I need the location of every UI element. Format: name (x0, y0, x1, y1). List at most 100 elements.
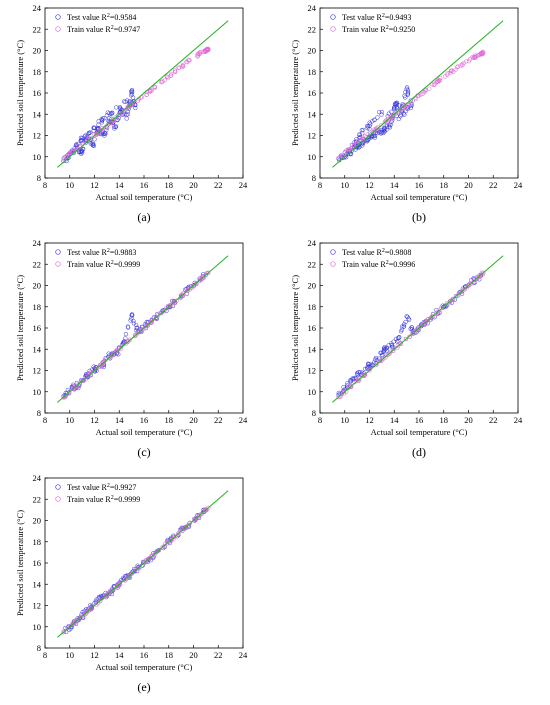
y-tick-label: 24 (308, 3, 317, 13)
train-point (389, 114, 394, 119)
test-point (367, 363, 372, 369)
chart-svg: 8 10 12 14 16 18 20 22 24 8 10 12 14 16 18 20 22 24 Actual… (15, 3, 248, 224)
train-point (481, 50, 486, 55)
train-point (133, 333, 138, 339)
y-tick-label: 20 (33, 281, 42, 291)
test-point (377, 109, 382, 115)
train-point (108, 355, 113, 360)
test-point (404, 85, 410, 90)
train-point (385, 352, 391, 357)
train-point (414, 327, 420, 332)
y-tick-label: 18 (308, 67, 317, 77)
chart-svg: 8 10 12 14 16 18 20 22 24 8 10 12 14 16 18 20 22 24 Actual… (290, 238, 523, 459)
train-point (388, 115, 393, 120)
test-point (397, 334, 402, 340)
test-point (125, 112, 130, 117)
test-point (91, 142, 96, 148)
y-tick-label: 14 (33, 344, 42, 354)
x-tick-label: 10 (341, 415, 350, 425)
train-point (161, 544, 167, 549)
test-point (128, 318, 133, 323)
x-tick-label: 16 (140, 180, 149, 190)
test-point (130, 313, 135, 318)
x-tick-label: 22 (214, 180, 223, 190)
train-point (141, 326, 147, 331)
train-point (132, 333, 138, 338)
test-point (366, 137, 371, 142)
train-point (362, 372, 368, 377)
train-point (105, 592, 110, 597)
y-tick-label: 14 (33, 109, 42, 119)
train-point (417, 324, 423, 330)
test-point (131, 318, 136, 324)
train-point (423, 87, 428, 93)
y-tick-label: 16 (33, 323, 42, 333)
x-tick-label: 14 (115, 650, 124, 660)
train-point (479, 50, 485, 55)
y-tick-label: 22 (33, 494, 42, 504)
test-point (388, 122, 393, 128)
identity-line (57, 490, 229, 638)
test-point (351, 376, 356, 382)
train-point (169, 71, 174, 77)
legend-test-label: Test value R2=0.9493 (342, 13, 411, 22)
x-tick-label: 22 (489, 180, 498, 190)
y-tick-label: 14 (308, 344, 317, 354)
train-point (362, 372, 367, 378)
train-point (195, 52, 200, 57)
train-point (410, 331, 415, 336)
train-point (436, 79, 441, 84)
train-point (466, 59, 472, 64)
x-tick-label: 12 (365, 415, 374, 425)
train-point (345, 147, 351, 152)
test-point (398, 329, 404, 334)
test-point (387, 124, 392, 129)
train-point (455, 64, 460, 69)
legend-test-label: Test value R2=0.9808 (342, 248, 411, 257)
y-tick-label: 22 (33, 259, 42, 269)
x-tick-label: 8 (43, 180, 47, 190)
train-point (461, 287, 467, 293)
test-point (345, 381, 350, 386)
test-point (130, 95, 136, 100)
train-point (86, 608, 92, 613)
test-point (88, 141, 93, 146)
train-point (168, 303, 174, 308)
test-point (380, 352, 385, 357)
train-point (196, 514, 202, 519)
train-point (111, 352, 116, 358)
y-tick-label: 10 (33, 387, 42, 397)
train-point (97, 599, 103, 604)
x-axis-label: Actual soil temperature (°C) (96, 427, 193, 437)
test-point (100, 117, 105, 123)
chart-panel-c: 8 10 12 14 16 18 20 22 24 8 10 12 14 16 18 20 22 24 Actual… (0, 235, 275, 470)
identity-line (332, 20, 504, 168)
y-tick-label: 8 (37, 173, 41, 183)
test-point (92, 137, 97, 142)
train-point (125, 340, 130, 345)
train-point (423, 320, 428, 325)
train-point (154, 549, 160, 554)
test-point (409, 325, 415, 330)
x-tick-label: 20 (189, 650, 198, 660)
test-point (386, 343, 391, 348)
train-point (176, 65, 181, 71)
test-point (354, 138, 359, 144)
train-point (152, 85, 158, 90)
legend-train-label: Train value R2=0.9999 (67, 260, 140, 269)
train-point (173, 69, 178, 75)
train-point (180, 292, 185, 298)
test-point (375, 115, 380, 120)
y-tick-label: 12 (33, 366, 42, 376)
identity-line (57, 255, 229, 403)
test-point (94, 597, 99, 602)
train-point (373, 128, 378, 133)
test-point (409, 102, 414, 107)
test-point (370, 119, 375, 124)
test-point (124, 116, 129, 121)
legend-test-marker (330, 249, 336, 255)
train-point (165, 75, 171, 81)
train-point (193, 517, 198, 522)
train-point (199, 512, 204, 517)
train-point (448, 68, 454, 74)
